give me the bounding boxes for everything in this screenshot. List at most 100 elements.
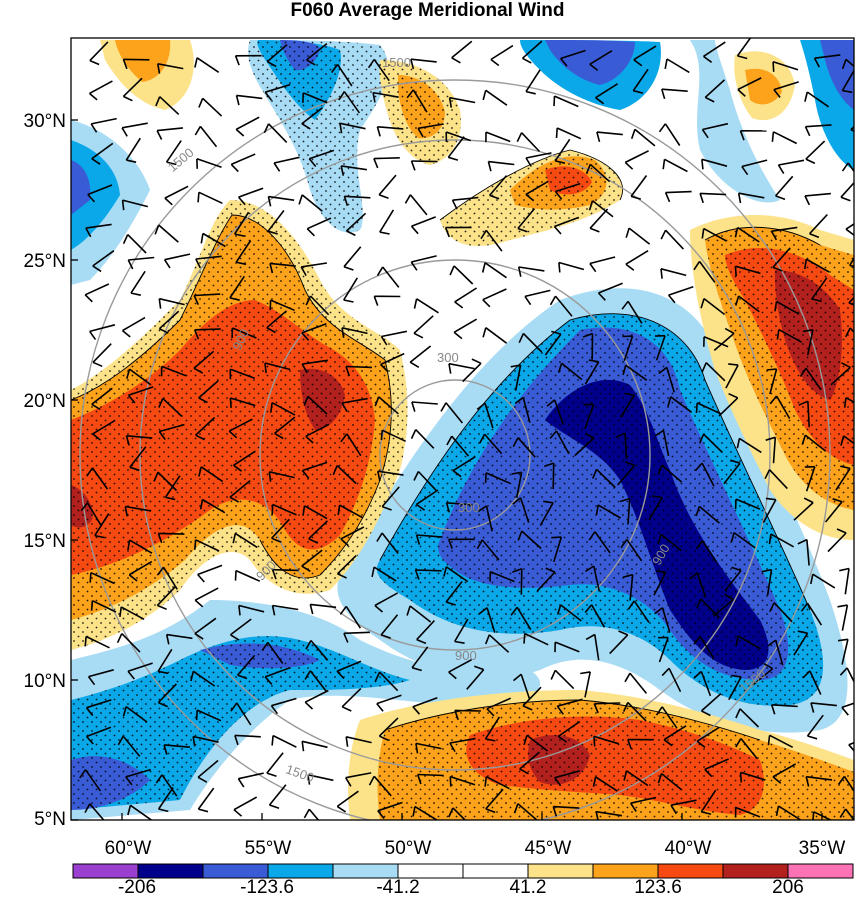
- wind-barb-flag: [545, 567, 556, 573]
- wind-barb-shaft: [700, 671, 712, 697]
- wind-barb-shaft: [704, 79, 726, 98]
- wind-barb-flag: [301, 469, 310, 479]
- wind-barb-shaft: [597, 504, 622, 519]
- wind-barb-shaft: [130, 270, 146, 294]
- wind-barb-shaft: [793, 502, 814, 521]
- lat-label-20n: 20°N: [24, 391, 66, 412]
- wind-barb-shaft: [373, 566, 397, 582]
- wind-barb-shaft: [306, 217, 332, 230]
- wind-barb-flag: [195, 434, 205, 441]
- wind-barb-shaft: [310, 639, 329, 661]
- wind-barb-flag: [724, 327, 735, 335]
- wind-barb-shaft: [595, 776, 618, 792]
- wind-barb-shaft: [740, 771, 766, 781]
- wind-barb-shaft: [490, 44, 514, 61]
- wind-barb-shaft: [561, 362, 583, 381]
- wind-barb-flag: [731, 566, 742, 572]
- wind-barb-flag: [523, 633, 526, 644]
- colorbar-swatch: [527, 863, 594, 879]
- wind-barb-shaft: [164, 253, 191, 261]
- wind-barb-shaft: [516, 606, 532, 631]
- wind-barb-flag: [119, 606, 122, 618]
- wind-barb-shaft: [773, 602, 793, 623]
- lon-label-60w: 60°W: [105, 838, 152, 859]
- wind-barb-flag: [591, 469, 598, 479]
- wind-barb-shaft: [453, 318, 478, 333]
- wind-barb-shaft: [661, 706, 678, 729]
- wind-barb-shaft: [84, 769, 102, 792]
- wind-barb-flag: [266, 772, 277, 777]
- wind-barb-shaft: [520, 568, 523, 595]
- wind-barb-flag: [550, 669, 557, 680]
- wind-barb-shaft: [625, 250, 649, 265]
- wind-barb-flag: [165, 634, 170, 645]
- wind-barb-shaft: [448, 362, 475, 370]
- wind-barb-shaft: [629, 672, 648, 694]
- wind-barb-flag: [621, 300, 629, 310]
- wind-barb-flag: [803, 497, 814, 504]
- wind-barb-shaft: [409, 345, 432, 363]
- wind-barb-flag: [237, 196, 246, 206]
- wind-barb-shaft: [589, 50, 613, 65]
- wind-barb-flag: [622, 573, 633, 578]
- wind-barb-shaft: [445, 581, 463, 603]
- wind-barb-shaft: [725, 364, 739, 389]
- wind-barb-flag: [453, 331, 463, 340]
- wind-barb-shaft: [554, 95, 579, 108]
- wind-barb-flag: [800, 602, 809, 612]
- lat-label-30n: 30°N: [24, 111, 66, 132]
- wind-barb-flag: [657, 534, 662, 545]
- wind-barb-shaft: [664, 158, 688, 173]
- wind-barb-shaft: [703, 41, 726, 58]
- wind-barb-shaft: [700, 192, 727, 196]
- wind-barb-shaft: [343, 91, 361, 114]
- wind-barb-shaft: [843, 435, 854, 445]
- wind-barb-flag: [804, 258, 808, 270]
- wind-barb-shaft: [484, 262, 507, 279]
- wind-barb-shaft: [663, 725, 687, 741]
- wind-barb-shaft: [230, 618, 252, 636]
- wind-barb-shaft: [234, 734, 261, 738]
- wind-barb-flag: [236, 261, 247, 266]
- wind-barb-flag: [449, 265, 455, 276]
- wind-barb-shaft: [416, 620, 435, 641]
- colorbar-swatch: [72, 863, 139, 879]
- wind-barb-shaft: [774, 175, 794, 197]
- wind-barb-shaft: [805, 140, 826, 160]
- wind-barb-flag: [86, 467, 94, 477]
- wind-barb-shaft: [557, 698, 583, 707]
- colorbar-swatch: [592, 863, 659, 879]
- wind-barb-flag: [813, 57, 821, 68]
- wind-barb-flag: [728, 392, 739, 399]
- wind-barb-flag: [127, 539, 131, 551]
- wind-barb-shaft: [266, 752, 284, 774]
- lon-label-35w: 35°W: [799, 838, 846, 859]
- wind-barb-shaft: [766, 569, 773, 596]
- wind-barb-flag: [306, 228, 315, 237]
- wind-barb-flag: [482, 299, 491, 308]
- wind-barb-flag: [339, 605, 347, 615]
- wind-barb-flag: [549, 295, 557, 306]
- wind-barb-shaft: [670, 396, 693, 413]
- wind-barb-flag: [517, 227, 528, 233]
- wind-barb-shaft: [234, 532, 258, 549]
- wind-barb-shaft: [445, 131, 471, 142]
- wind-barb-flag: [127, 394, 136, 404]
- wind-barb-flag: [117, 735, 124, 746]
- wind-barb-flag: [303, 808, 310, 819]
- wind-barb-flag: [552, 806, 558, 817]
- wind-barb-shaft: [236, 94, 263, 100]
- wind-barb-shaft: [772, 247, 791, 268]
- wind-barb-shaft: [519, 751, 541, 770]
- wind-barb-flag: [476, 402, 486, 411]
- wind-barb-shaft: [272, 734, 297, 748]
- wind-barb-shaft: [411, 160, 438, 163]
- wind-barb-shaft: [698, 505, 720, 524]
- wind-barb-shaft: [701, 158, 728, 167]
- wind-barb-flag: [451, 57, 461, 64]
- colorbar-swatch: [267, 863, 334, 879]
- wind-barb-shaft: [92, 250, 115, 267]
- wind-barb-shaft: [661, 464, 683, 483]
- latitude-axis: [71, 119, 78, 821]
- wind-barb-shaft: [629, 574, 634, 601]
